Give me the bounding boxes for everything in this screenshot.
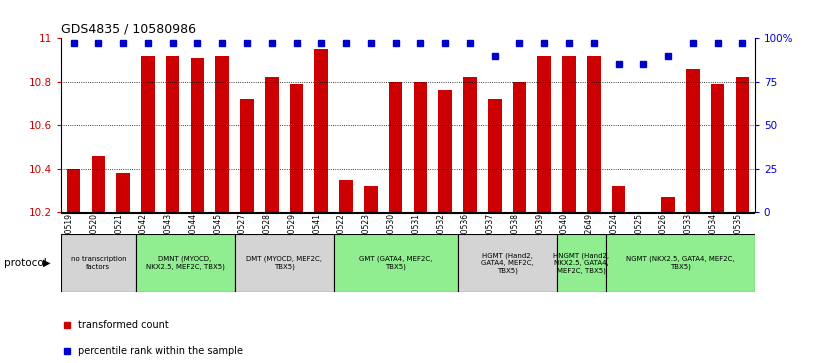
Bar xyxy=(735,77,749,212)
Text: GSM1100538: GSM1100538 xyxy=(511,213,520,264)
Bar xyxy=(235,234,334,292)
Text: GSM1100537: GSM1100537 xyxy=(486,213,494,264)
Text: ▶: ▶ xyxy=(43,258,51,268)
Bar xyxy=(314,49,328,212)
Bar xyxy=(339,180,353,212)
Text: GSM1100528: GSM1100528 xyxy=(263,213,272,264)
Text: GSM1100544: GSM1100544 xyxy=(188,213,197,264)
Bar xyxy=(458,234,557,292)
Bar xyxy=(117,173,130,212)
Text: GSM1102649: GSM1102649 xyxy=(585,213,594,264)
Text: GSM1100527: GSM1100527 xyxy=(238,213,247,264)
Bar xyxy=(557,234,606,292)
Bar xyxy=(587,56,601,212)
Bar xyxy=(141,56,155,212)
Text: GSM1100535: GSM1100535 xyxy=(734,213,743,264)
Text: no transcription
factors: no transcription factors xyxy=(70,256,126,270)
Bar xyxy=(606,234,755,292)
Bar xyxy=(512,82,526,212)
Bar xyxy=(91,156,105,212)
Bar xyxy=(538,56,551,212)
Bar xyxy=(334,234,458,292)
Bar xyxy=(488,99,502,212)
Text: GSM1100534: GSM1100534 xyxy=(708,213,717,264)
Text: percentile rank within the sample: percentile rank within the sample xyxy=(78,346,243,356)
Text: GSM1100542: GSM1100542 xyxy=(139,213,148,264)
Text: GMT (GATA4, MEF2C,
TBX5): GMT (GATA4, MEF2C, TBX5) xyxy=(359,256,432,270)
Bar xyxy=(463,77,477,212)
Text: GSM1100525: GSM1100525 xyxy=(634,213,643,264)
Bar xyxy=(612,186,625,212)
Text: HNGMT (Hand2,
NKX2.5, GATA4,
MEF2C, TBX5): HNGMT (Hand2, NKX2.5, GATA4, MEF2C, TBX5… xyxy=(553,252,610,274)
Text: DMT (MYOCD, MEF2C,
TBX5): DMT (MYOCD, MEF2C, TBX5) xyxy=(246,256,322,270)
Bar xyxy=(265,77,278,212)
Bar xyxy=(67,169,81,212)
Bar xyxy=(191,58,204,212)
Bar xyxy=(135,234,235,292)
Bar xyxy=(686,69,699,212)
Text: GSM1100539: GSM1100539 xyxy=(535,213,544,264)
Bar xyxy=(166,56,180,212)
Bar xyxy=(240,99,254,212)
Text: GSM1100541: GSM1100541 xyxy=(313,213,322,264)
Text: GSM1100536: GSM1100536 xyxy=(461,213,470,264)
Text: GSM1100531: GSM1100531 xyxy=(411,213,420,264)
Bar xyxy=(711,84,725,212)
Text: protocol: protocol xyxy=(4,258,47,268)
Text: GSM1100529: GSM1100529 xyxy=(287,213,296,264)
Text: GSM1100524: GSM1100524 xyxy=(610,213,619,264)
Text: GSM1100519: GSM1100519 xyxy=(64,213,73,264)
Bar xyxy=(364,186,378,212)
Text: HGMT (Hand2,
GATA4, MEF2C,
TBX5): HGMT (Hand2, GATA4, MEF2C, TBX5) xyxy=(481,252,534,274)
Text: GSM1100522: GSM1100522 xyxy=(337,213,346,264)
Bar xyxy=(414,82,428,212)
Text: GSM1100526: GSM1100526 xyxy=(659,213,668,264)
Text: GSM1100543: GSM1100543 xyxy=(164,213,173,264)
Bar xyxy=(388,82,402,212)
Bar xyxy=(562,56,576,212)
Text: GSM1100532: GSM1100532 xyxy=(437,213,446,264)
Bar xyxy=(661,197,675,212)
Text: GSM1100530: GSM1100530 xyxy=(387,213,396,264)
Text: transformed count: transformed count xyxy=(78,321,169,330)
Text: GSM1100520: GSM1100520 xyxy=(90,213,99,264)
Text: GSM1100540: GSM1100540 xyxy=(560,213,569,264)
Text: GSM1100523: GSM1100523 xyxy=(361,213,370,264)
Text: NGMT (NKX2.5, GATA4, MEF2C,
TBX5): NGMT (NKX2.5, GATA4, MEF2C, TBX5) xyxy=(626,256,734,270)
Text: GDS4835 / 10580986: GDS4835 / 10580986 xyxy=(61,23,196,36)
Bar xyxy=(215,56,229,212)
Text: DMNT (MYOCD,
NKX2.5, MEF2C, TBX5): DMNT (MYOCD, NKX2.5, MEF2C, TBX5) xyxy=(145,256,224,270)
Text: GSM1100545: GSM1100545 xyxy=(213,213,222,264)
Text: GSM1100521: GSM1100521 xyxy=(114,213,123,264)
Bar xyxy=(290,84,304,212)
Bar xyxy=(61,234,135,292)
Bar xyxy=(438,90,452,212)
Text: GSM1100533: GSM1100533 xyxy=(684,213,693,264)
